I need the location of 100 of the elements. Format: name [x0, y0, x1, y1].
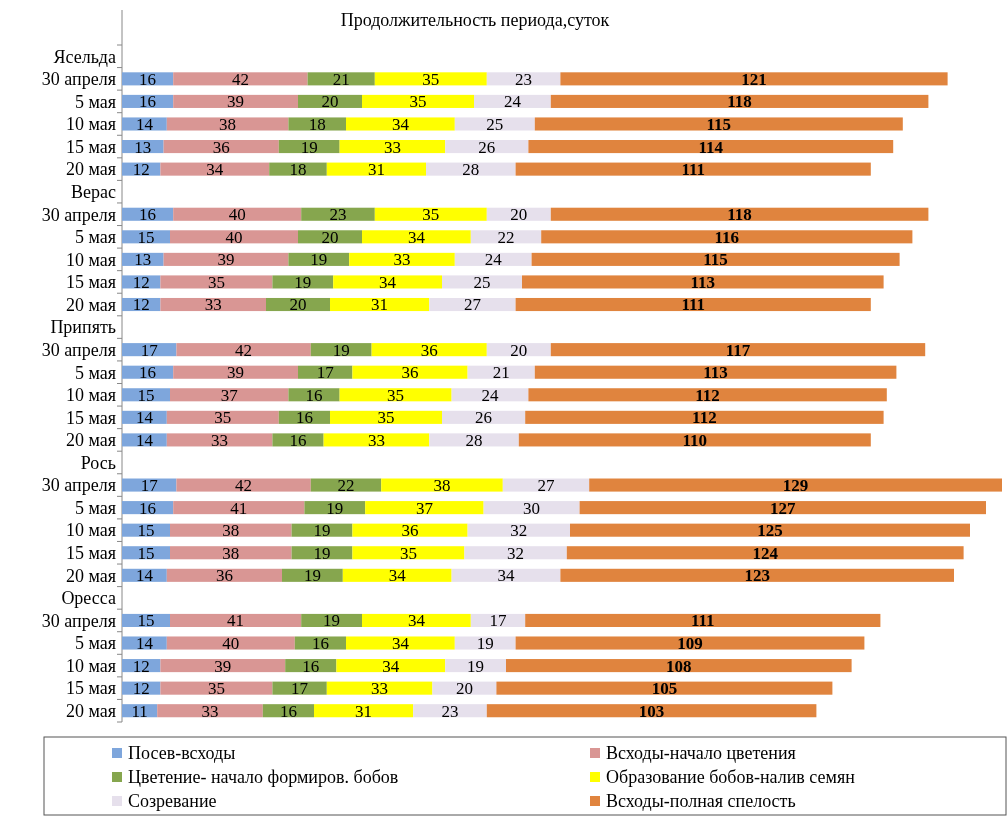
- bar: [374, 207, 487, 221]
- legend-label: Всходы-начало цветения: [606, 743, 796, 764]
- bar: [467, 523, 570, 537]
- bar: [525, 410, 884, 424]
- bar: [173, 94, 298, 108]
- bar: [445, 140, 529, 154]
- bar: [346, 117, 455, 131]
- data-label: 33: [367, 430, 385, 450]
- data-label: 35: [207, 679, 225, 699]
- data-label: 23: [329, 205, 347, 225]
- bar: [346, 636, 455, 650]
- bar: [352, 365, 468, 379]
- bar: [518, 433, 871, 447]
- bar: [272, 681, 327, 695]
- bar: [352, 546, 465, 560]
- bar: [570, 523, 970, 537]
- y-tick-label: 30 апреля: [41, 610, 116, 631]
- legend-label: Созревание: [128, 791, 217, 812]
- y-tick-label: 15 мая: [65, 272, 116, 293]
- data-label: 110: [682, 430, 708, 450]
- data-label: 16: [139, 92, 157, 112]
- data-label: 16: [305, 385, 323, 405]
- bar: [550, 207, 929, 221]
- data-label: 39: [214, 656, 232, 676]
- data-label: 16: [139, 498, 157, 518]
- data-label: 13: [134, 137, 152, 157]
- legend-label: Образование бобов-налив семян: [606, 767, 856, 788]
- data-label: 19: [310, 250, 328, 270]
- data-label: 112: [695, 385, 720, 405]
- bar: [170, 230, 298, 244]
- data-label: 42: [235, 340, 253, 360]
- data-label: 105: [651, 679, 678, 699]
- data-label: 19: [476, 633, 494, 653]
- data-label: 112: [692, 408, 717, 428]
- data-label: 36: [212, 137, 230, 157]
- bar: [528, 140, 894, 154]
- data-label: 27: [537, 476, 555, 495]
- y-tick-label: Рось: [80, 452, 116, 473]
- y-tick-label: 20 мая: [65, 430, 116, 451]
- data-label: 34: [391, 114, 410, 134]
- data-label: 115: [703, 250, 728, 270]
- data-label: 30: [523, 498, 541, 518]
- bar: [173, 365, 298, 379]
- legend-label: Цветение- начало формиров. бобов: [128, 767, 399, 788]
- data-label: 14: [135, 408, 154, 428]
- y-tick-label: 20 мая: [65, 159, 116, 180]
- bar: [330, 410, 442, 424]
- data-label: 35: [207, 272, 225, 292]
- bar: [326, 681, 433, 695]
- bar: [160, 659, 286, 673]
- data-label: 36: [401, 521, 419, 541]
- data-label: 35: [214, 408, 232, 428]
- bar: [496, 681, 833, 695]
- data-label: 14: [135, 566, 154, 586]
- data-label: 14: [135, 430, 154, 450]
- data-label: 31: [355, 701, 373, 721]
- data-label: 19: [326, 498, 344, 518]
- data-label: 34: [206, 160, 224, 180]
- y-tick-label: 10 мая: [65, 655, 116, 676]
- data-label: 31: [371, 295, 389, 315]
- data-label: 16: [139, 363, 157, 383]
- bar: [170, 546, 292, 560]
- data-label: 116: [714, 227, 740, 247]
- data-label: 17: [316, 363, 335, 383]
- data-label: 111: [690, 611, 715, 631]
- bar: [550, 343, 926, 357]
- bar: [122, 117, 167, 131]
- data-label: 33: [393, 250, 411, 270]
- bar: [515, 636, 865, 650]
- bar: [515, 162, 871, 176]
- data-label: 37: [415, 498, 434, 518]
- data-label: 15: [137, 611, 155, 631]
- data-label: 125: [757, 521, 783, 541]
- data-label: 118: [727, 92, 752, 112]
- bar: [166, 117, 289, 131]
- data-label: 20: [510, 205, 528, 225]
- data-label: 19: [303, 566, 321, 586]
- bar: [528, 388, 887, 402]
- data-label: 23: [515, 69, 533, 89]
- data-label: 15: [137, 227, 155, 247]
- bar: [534, 117, 903, 131]
- data-label: 35: [387, 385, 405, 405]
- data-label: 123: [744, 566, 770, 586]
- bar: [502, 478, 590, 492]
- data-label: 36: [420, 340, 438, 360]
- y-tick-label: 30 апреля: [41, 69, 116, 90]
- data-label: 117: [725, 340, 751, 360]
- data-label: 113: [703, 363, 728, 383]
- data-label: 34: [379, 272, 397, 292]
- y-tick-label: 5 мая: [74, 633, 116, 654]
- data-label: 26: [475, 408, 493, 428]
- y-tick-label: 10 мая: [65, 114, 116, 135]
- bar: [166, 410, 279, 424]
- data-label: 16: [295, 408, 313, 428]
- data-label: 32: [510, 521, 528, 541]
- y-tick-label: 15 мая: [65, 136, 116, 157]
- data-label: 19: [332, 340, 350, 360]
- bar: [349, 252, 455, 266]
- bar: [339, 388, 452, 402]
- data-label: 18: [289, 160, 307, 180]
